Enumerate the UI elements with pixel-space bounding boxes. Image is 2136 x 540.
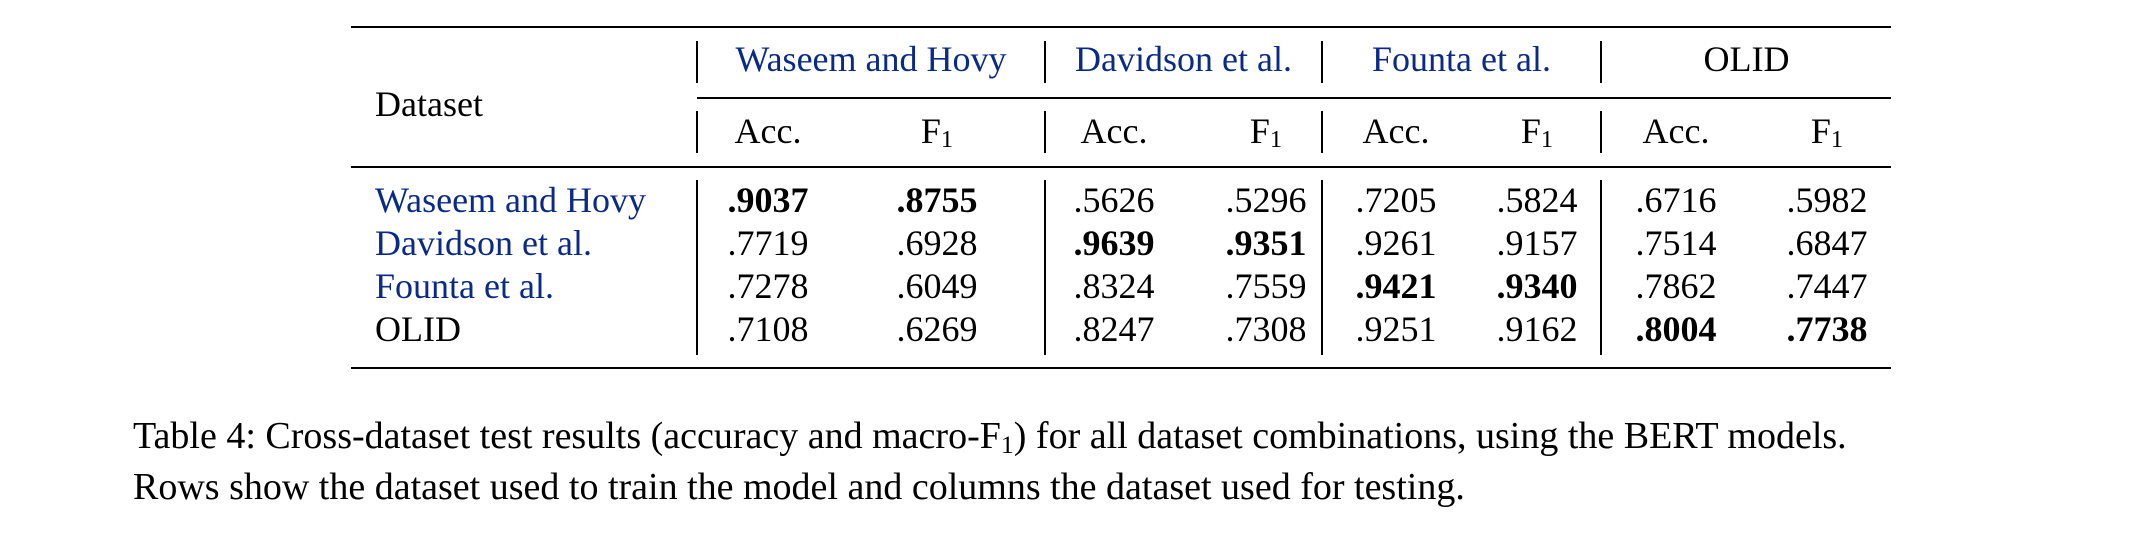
column-separator	[696, 111, 698, 153]
table-cell: .7559	[1225, 266, 1307, 306]
table-cell: .7738	[1786, 309, 1868, 349]
column-group-header: OLID	[1703, 39, 1790, 79]
table-cell: .9251	[1355, 309, 1437, 349]
sub-header-acc: Acc.	[1080, 111, 1148, 151]
table-cell: .7514	[1635, 223, 1717, 263]
column-separator	[1044, 180, 1046, 355]
column-separator	[696, 180, 698, 355]
table-cell: .8247	[1073, 309, 1155, 349]
column-separator	[1044, 41, 1046, 83]
table-cell: .8755	[896, 180, 978, 220]
f-subscript: 1	[1540, 126, 1554, 154]
table-cell: .6847	[1786, 223, 1868, 263]
table-cell: .9421	[1355, 266, 1437, 306]
f-letter: F	[1810, 111, 1831, 151]
f-letter: F	[1249, 111, 1270, 151]
table-cell: .9340	[1496, 266, 1578, 306]
table-cell: .5626	[1073, 180, 1155, 220]
table-caption: Table 4: Cross-dataset test results (acc…	[133, 411, 2113, 513]
caption-text-a: Table 4: Cross-dataset test results (acc…	[133, 415, 1001, 457]
f-subscript: 1	[1830, 126, 1844, 154]
column-group-header: Waseem and Hovy	[735, 39, 1007, 79]
f-letter: F	[1520, 111, 1541, 151]
table-cell: .6049	[896, 266, 978, 306]
f-subscript: 1	[1269, 126, 1283, 154]
row-label: OLID	[375, 309, 461, 349]
table-cell: .6269	[896, 309, 978, 349]
table-cell: .7108	[727, 309, 809, 349]
column-separator	[1600, 180, 1602, 355]
sub-header-f1: F1	[1462, 109, 1612, 153]
table-cell: .7719	[727, 223, 809, 263]
sub-header-acc: Acc.	[1642, 111, 1710, 151]
row-label: Founta et al.	[375, 266, 554, 306]
table-cell: .7205	[1355, 180, 1437, 220]
caption-line-2: Rows show the dataset used to train the …	[133, 466, 1465, 508]
column-separator	[696, 41, 698, 83]
table-cell: .6928	[896, 223, 978, 263]
table-cell: .7862	[1635, 266, 1717, 306]
table-cell: .5296	[1225, 180, 1307, 220]
table-cell: .9351	[1225, 223, 1307, 263]
sub-header-acc: Acc.	[734, 111, 802, 151]
column-separator	[1321, 111, 1323, 153]
caption-subscript: 1	[1000, 429, 1014, 459]
table-cell: .6716	[1635, 180, 1717, 220]
header-rule	[351, 166, 1891, 168]
corner-label: Dataset	[375, 84, 483, 124]
row-label: Waseem and Hovy	[375, 180, 647, 220]
column-separator	[1600, 111, 1602, 153]
table-cell: .8004	[1635, 309, 1717, 349]
column-group-header: Davidson et al.	[1075, 39, 1292, 79]
caption-text-b: ) for all dataset combinations, using th…	[1013, 415, 1847, 457]
sub-header-f1: F1	[862, 109, 1012, 153]
top-rule	[351, 26, 1891, 28]
column-separator	[1044, 111, 1046, 153]
row-label: Davidson et al.	[375, 223, 592, 263]
column-group-header: Founta et al.	[1372, 39, 1551, 79]
sub-header-f1: F1	[1191, 109, 1341, 153]
column-separator	[1600, 41, 1602, 83]
table-cell: .7308	[1225, 309, 1307, 349]
f-subscript: 1	[940, 126, 954, 154]
table-cell: .7447	[1786, 266, 1868, 306]
table-cell: .5824	[1496, 180, 1578, 220]
caption-line-1: Table 4: Cross-dataset test results (acc…	[133, 411, 2113, 462]
table-cell: .9162	[1496, 309, 1578, 349]
table-cell: .9157	[1496, 223, 1578, 263]
column-separator	[1321, 41, 1323, 83]
bottom-rule	[351, 367, 1891, 369]
sub-header-acc: Acc.	[1362, 111, 1430, 151]
table-cell: .9037	[727, 180, 809, 220]
sub-header-f1: F1	[1752, 109, 1902, 153]
table-cell: .9261	[1355, 223, 1437, 263]
f-letter: F	[920, 111, 941, 151]
group-cmidrule	[697, 97, 1891, 99]
table-cell: .8324	[1073, 266, 1155, 306]
column-separator	[1321, 180, 1323, 355]
table-cell: .9639	[1073, 223, 1155, 263]
table-cell: .5982	[1786, 180, 1868, 220]
table-cell: .7278	[727, 266, 809, 306]
